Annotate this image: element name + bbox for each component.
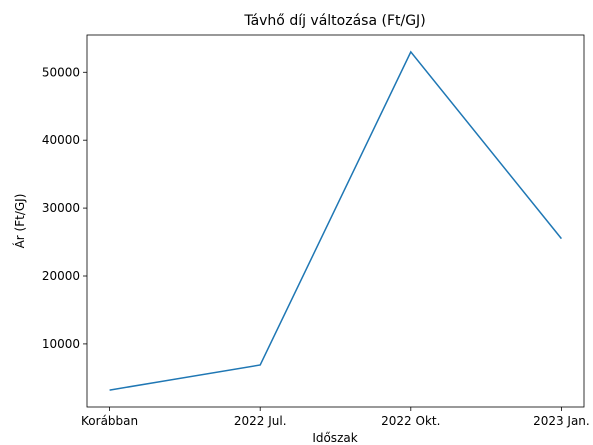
x-tick-label: 2023 Jan.: [533, 414, 590, 428]
line-series: [109, 50, 562, 391]
x-tick-label: 2022 Jul.: [234, 414, 287, 428]
chart-title: Távhő díj változása (Ft/GJ): [243, 13, 425, 29]
x-tick-label: Korábban: [81, 414, 138, 428]
y-tick-label: 40000: [42, 133, 80, 147]
x-tick-label: 2022 Okt.: [381, 414, 440, 428]
y-axis-label: Ár (Ft/GJ): [12, 194, 27, 249]
y-tick-label: 30000: [42, 201, 80, 215]
y-tick-label: 20000: [42, 269, 80, 283]
y-tick-label: 50000: [42, 65, 80, 79]
x-axis-label: Időszak: [312, 431, 357, 445]
y-tick-label: 10000: [42, 337, 80, 351]
plot-frame: [86, 34, 585, 408]
